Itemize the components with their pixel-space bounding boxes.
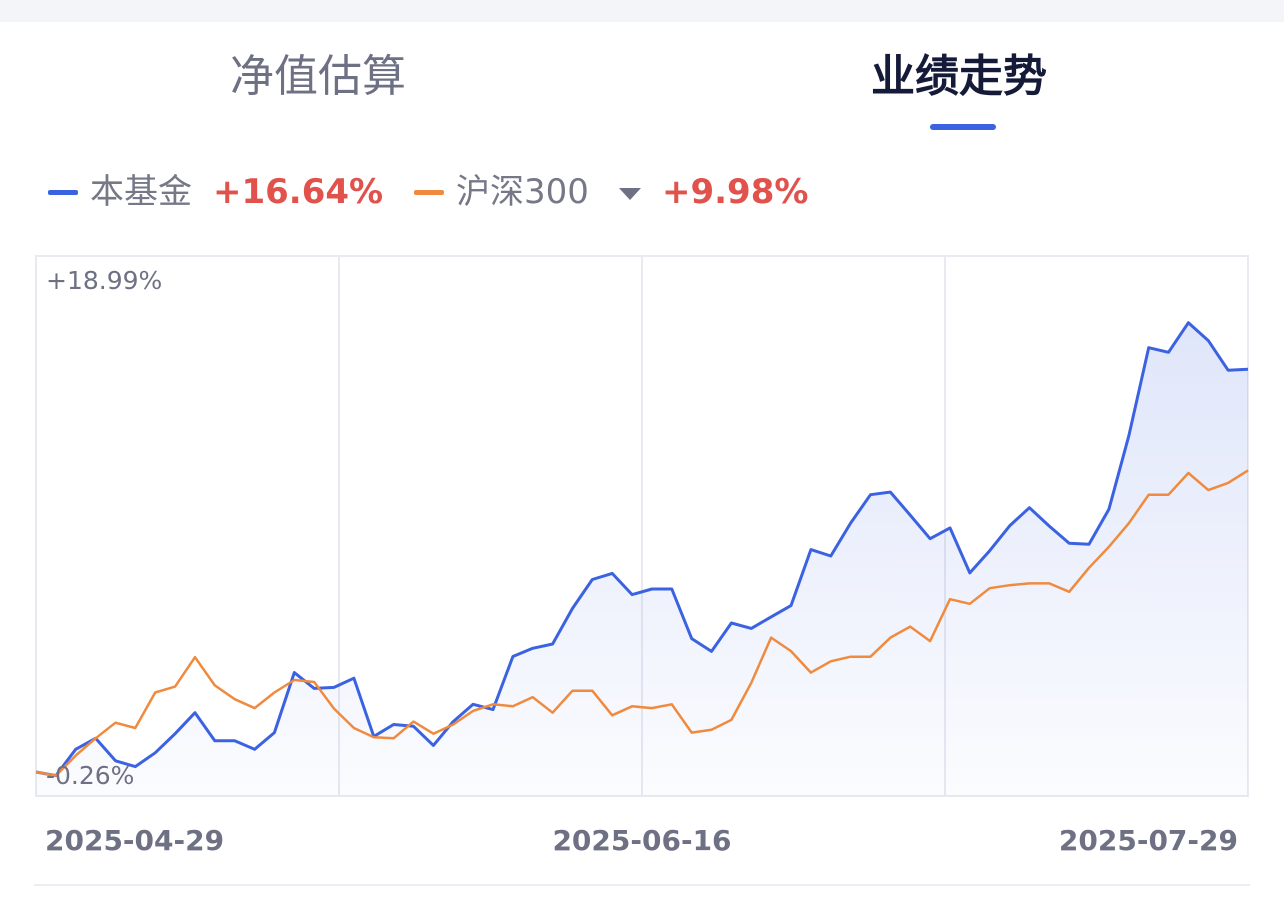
active-tab-indicator [930,124,996,130]
legend-fund-name: 本基金 [90,172,192,212]
top-strip [0,0,1284,22]
legend-index-name[interactable]: 沪深300 [456,172,589,212]
legend-fund: 本基金 +16.64% [48,168,383,216]
legend-fund-return: +16.64% [213,172,384,212]
series-line-0 [35,321,1249,778]
legend-index-swatch [414,190,444,195]
series-area-0 [36,322,1248,796]
tab-performance-trend[interactable]: 业绩走势 [871,51,1047,102]
tab-bar: 净值估算 业绩走势 [0,22,1284,140]
series-layer [35,321,1249,796]
x-tick-label-end: 2025-07-29 [1059,824,1238,857]
x-tick-label-mid: 2025-06-16 [552,824,731,857]
legend-fund-swatch [48,190,78,195]
x-tick-label-start: 2025-04-29 [45,824,224,857]
legend-index-return: +9.98% [662,172,809,212]
y-min-label: -0.26% [46,761,134,790]
next-card-edge [34,884,1250,895]
caret-down-icon[interactable] [619,188,641,200]
series-line-1 [35,469,1249,777]
y-max-label: +18.99% [46,266,162,295]
legend-index[interactable]: 沪深300 +9.98% [414,168,814,216]
tab-nav-estimate[interactable]: 净值估算 [230,51,406,102]
